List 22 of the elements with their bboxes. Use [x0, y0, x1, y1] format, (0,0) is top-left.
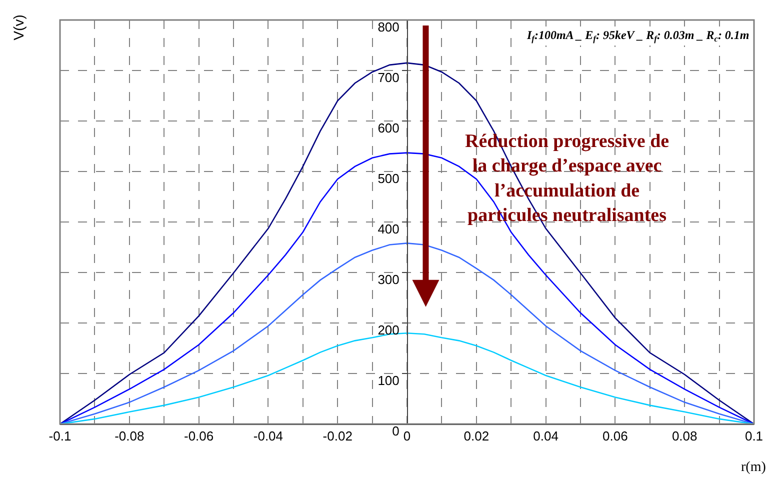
- x-tick-label: 0.02: [464, 428, 490, 444]
- x-tick-label: 0.08: [672, 428, 698, 444]
- x-tick-label: 0.06: [602, 428, 628, 444]
- y-tick-label: 100: [378, 373, 400, 388]
- y-tick-label: 300: [378, 272, 400, 288]
- x-tick-label: 0: [403, 428, 411, 444]
- x-tick-label: -0.06: [184, 428, 214, 444]
- x-tick-label: 0.1: [744, 428, 764, 444]
- x-axis-title: r(m): [741, 460, 766, 475]
- x-tick-label: -0.08: [114, 428, 144, 444]
- y-axis-title: V(v): [10, 14, 26, 40]
- y-tick-label: 200: [378, 322, 400, 338]
- y-tick-label: 600: [378, 120, 400, 136]
- x-tick-label: -0.04: [253, 428, 284, 444]
- x-tick-label: -0.02: [322, 428, 352, 444]
- x-tick-label: 0.04: [533, 428, 558, 444]
- text: I$_{f}$:100mA _ E$_{f}$: 95keV _ R$_{f}$: 0.03m _ R$_{c}$: 0.1m: [527, 28, 750, 44]
- y-tick-label: 400: [378, 222, 400, 237]
- x-tick-label: -0.1: [48, 428, 72, 444]
- y-tick-label: 500: [378, 171, 400, 186]
- y-tick-label: 800: [378, 20, 400, 35]
- y-tick-label: 700: [378, 70, 400, 86]
